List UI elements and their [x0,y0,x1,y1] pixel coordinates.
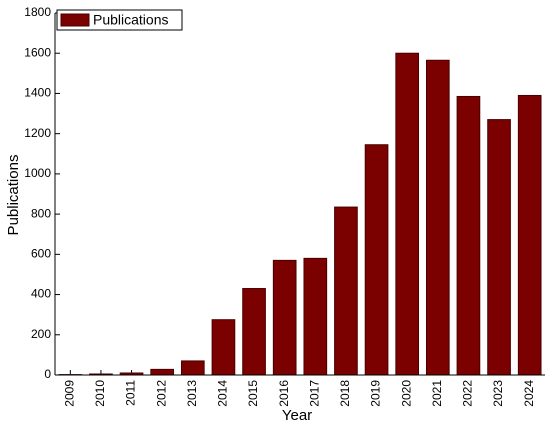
bar [180,360,205,376]
x-tick-label: 2009 [62,380,76,407]
y-tick-label: 600 [31,247,51,261]
x-tick-label: 2018 [338,380,352,407]
x-axis-title: Year [282,407,312,424]
bar [517,94,542,376]
x-tick-label: 2022 [461,380,475,407]
y-tick-label: 1800 [24,5,51,19]
x-tick-label: 2012 [154,380,168,407]
bar [211,319,236,376]
y-tick-label: 1200 [24,126,51,140]
y-tick-label: 0 [44,367,51,381]
bar [150,368,175,376]
x-tick-label: 2014 [216,380,230,407]
x-tick-label: 2015 [246,380,260,407]
bar [303,257,328,376]
x-tick-label: 2013 [185,380,199,407]
bar [487,119,511,376]
bar [242,288,266,376]
bar [364,144,389,376]
y-tick-label: 400 [31,287,51,301]
y-tick-label: 1400 [24,86,51,100]
legend-swatch [60,13,90,27]
y-tick-label: 200 [31,327,51,341]
legend-label: Publications [93,12,169,28]
x-tick-label: 2019 [369,380,383,407]
x-tick-label: 2024 [522,380,536,407]
bar [272,259,297,376]
x-tick-label: 2011 [124,380,138,406]
y-axis-title: Publications [5,155,22,236]
y-tick-label: 1000 [24,166,51,180]
x-tick-label: 2023 [491,380,505,407]
x-tick-label: 2010 [93,380,107,407]
bar [456,95,481,376]
x-tick-label: 2020 [399,380,413,407]
x-tick-label: 2016 [277,380,291,407]
y-tick-label: 1600 [24,45,51,59]
y-tick-label: 800 [31,206,51,220]
legend: Publications [56,9,183,31]
bar [395,52,420,376]
bar [425,59,450,376]
x-tick-label: 2021 [430,380,444,407]
bar [334,206,358,376]
x-tick-label: 2017 [307,380,321,407]
